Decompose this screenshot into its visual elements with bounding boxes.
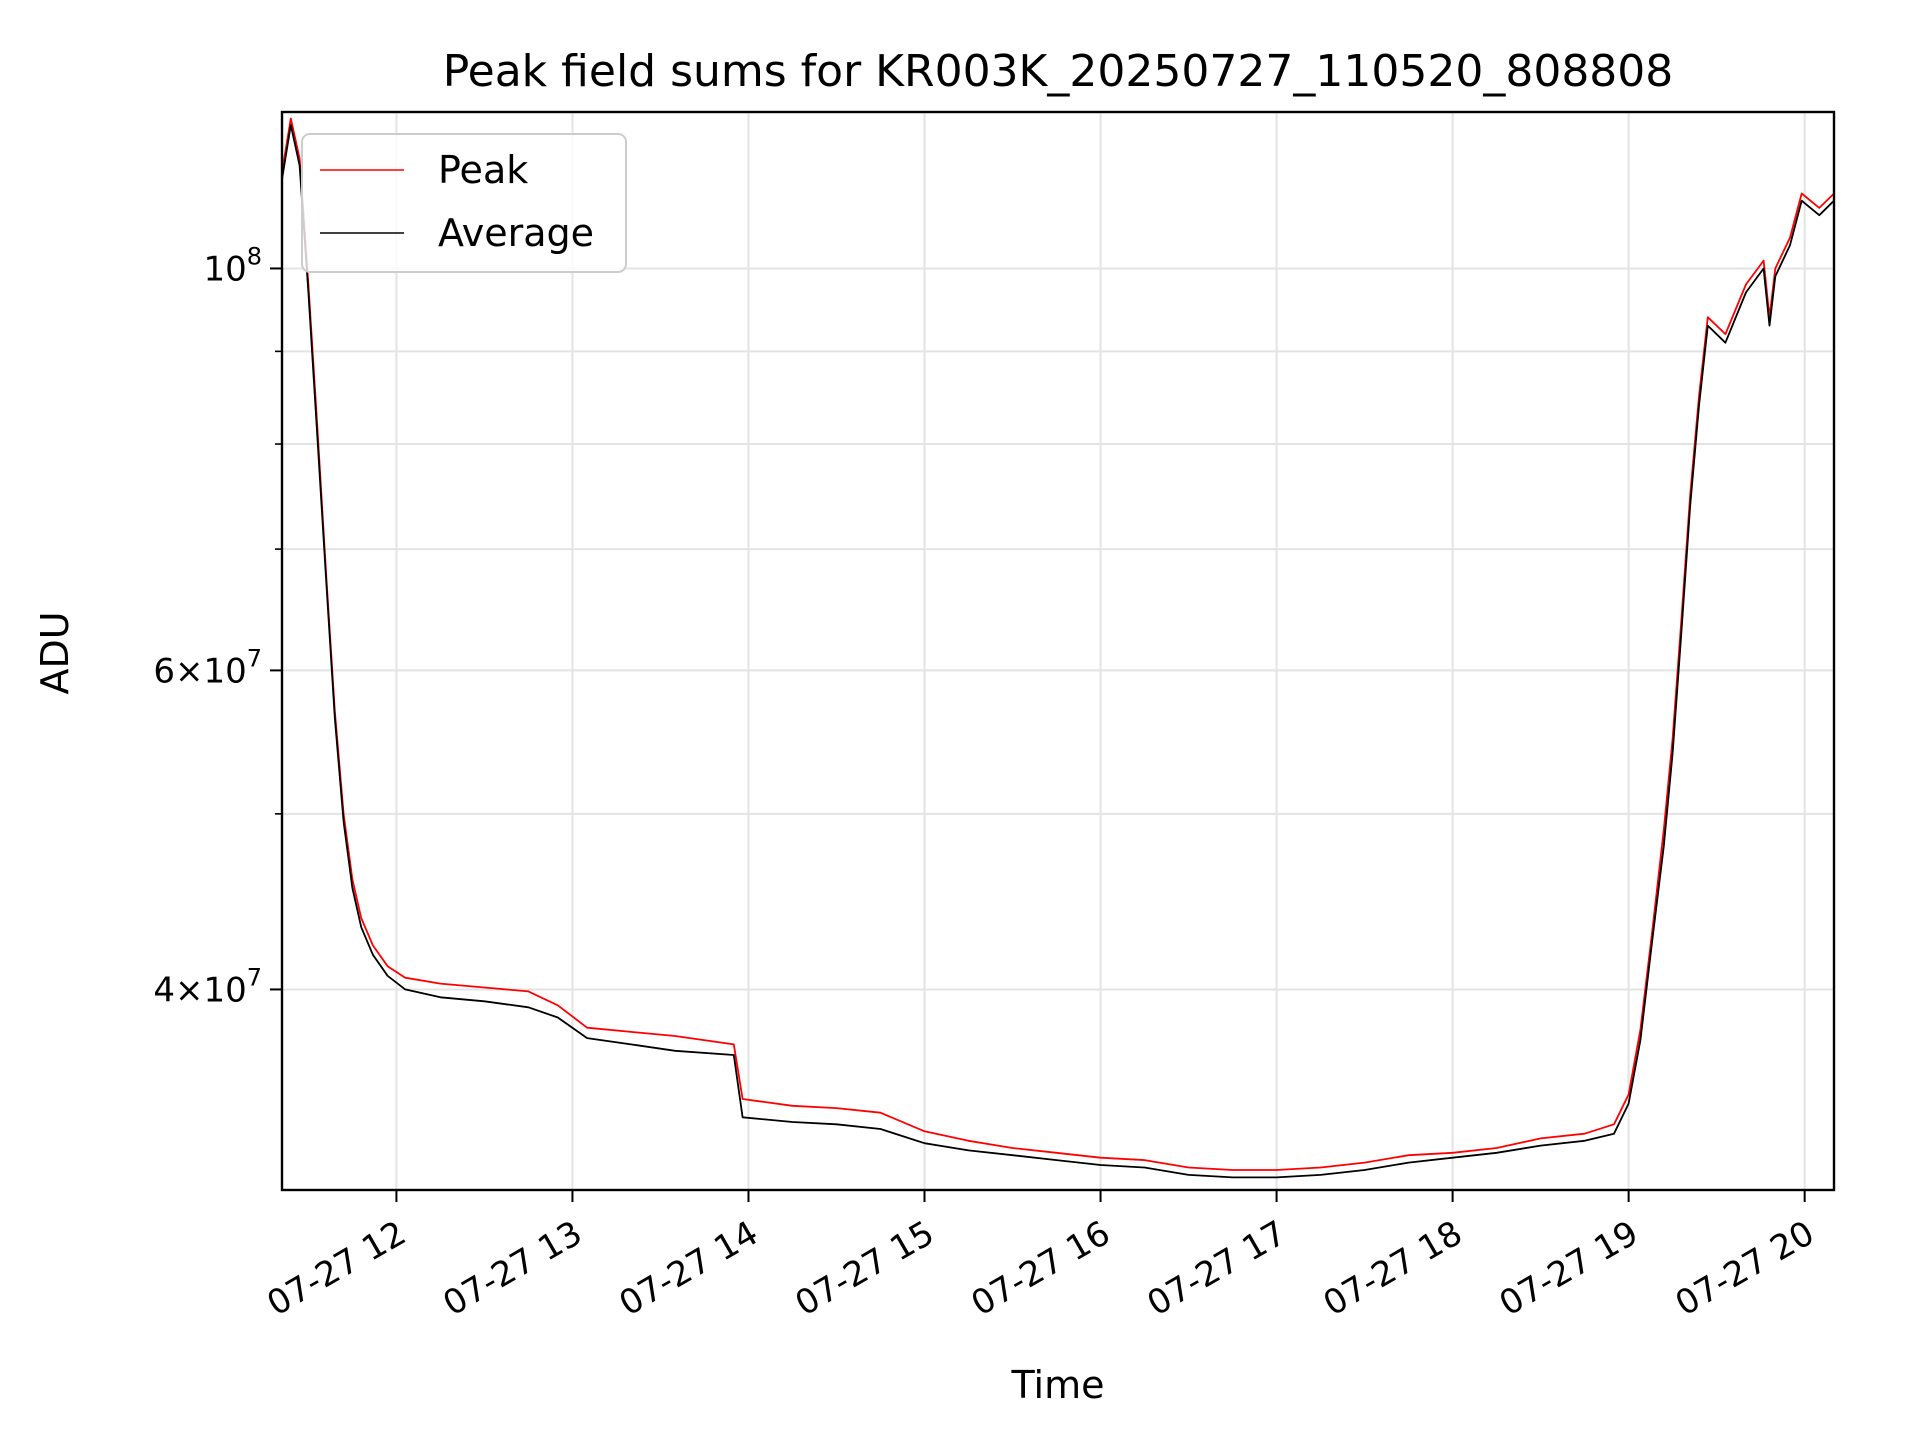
y-tick-label: 108 bbox=[203, 242, 262, 289]
chart-title: Peak field sums for KR003K_20250727_1105… bbox=[443, 46, 1674, 97]
y-axis-label: ADU bbox=[33, 611, 77, 694]
y-tick-label: 4×107 bbox=[153, 963, 262, 1010]
legend: Peak Average bbox=[301, 133, 627, 273]
legend-label-peak: Peak bbox=[438, 148, 528, 192]
series-line-average bbox=[281, 124, 1835, 1179]
y-tick-label: 6×107 bbox=[153, 644, 262, 691]
legend-box bbox=[301, 133, 627, 273]
legend-label-average: Average bbox=[438, 211, 594, 255]
x-axis-label: Time bbox=[1011, 1363, 1105, 1407]
grid-lines bbox=[282, 112, 1834, 1190]
series-line-peak bbox=[281, 117, 1835, 1171]
y-axis-ticks: 4×107 6×107 108 bbox=[153, 242, 282, 1010]
series-layer bbox=[281, 117, 1835, 1179]
plot-frame bbox=[280, 110, 1836, 1192]
